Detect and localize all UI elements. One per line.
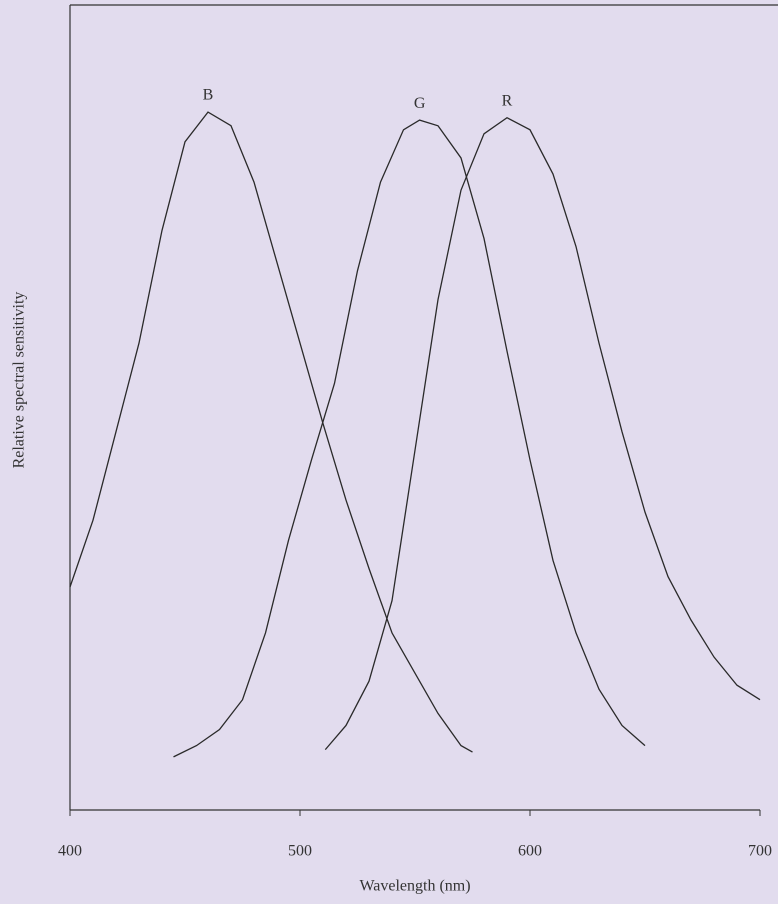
x-axis-label: Wavelength (nm) [359, 878, 470, 895]
x-tick-label: 400 [58, 843, 82, 860]
x-tick-label: 500 [288, 843, 312, 860]
series-label: B [203, 87, 214, 104]
curve [324, 116, 761, 751]
x-tick-label: 700 [748, 843, 772, 860]
x-tick-label: 600 [518, 843, 542, 860]
curve [173, 119, 646, 758]
y-axis-label: Relative spectral sensitivity [11, 292, 28, 469]
curve [69, 111, 473, 753]
series-label: G [414, 95, 426, 112]
series-label: R [502, 92, 513, 109]
